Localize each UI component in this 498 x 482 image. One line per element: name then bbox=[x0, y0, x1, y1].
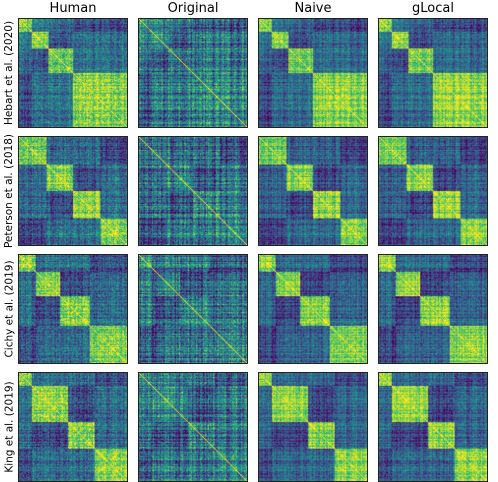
rsm-panel-4-2 bbox=[138, 372, 248, 482]
rsm-panel-2-4 bbox=[378, 136, 488, 246]
rsm-panel-1-3 bbox=[258, 18, 368, 128]
rsm-panel-3-1 bbox=[18, 254, 128, 364]
rsm-heatmap bbox=[19, 255, 127, 363]
column-title-human: Human bbox=[49, 1, 97, 16]
rsm-heatmap bbox=[259, 255, 367, 363]
rsm-heatmap bbox=[19, 19, 127, 127]
column-title-naive: Naive bbox=[294, 1, 332, 16]
row-label-cichy: Cichy et al. (2019) bbox=[3, 260, 16, 358]
rsm-panel-3-4 bbox=[378, 254, 488, 364]
rsm-panel-3-3 bbox=[258, 254, 368, 364]
rsm-heatmap bbox=[379, 19, 487, 127]
rsm-heatmap bbox=[379, 137, 487, 245]
column-title-original: Original bbox=[167, 1, 219, 16]
rsm-panel-2-2 bbox=[138, 136, 248, 246]
rsm-heatmap bbox=[259, 373, 367, 481]
rsm-heatmap bbox=[19, 137, 127, 245]
rsm-panel-4-4 bbox=[378, 372, 488, 482]
rsm-heatmap bbox=[259, 137, 367, 245]
rsm-panel-1-4 bbox=[378, 18, 488, 128]
rsm-panel-4-3 bbox=[258, 372, 368, 482]
rsm-panel-3-2 bbox=[138, 254, 248, 364]
rsm-panel-4-1 bbox=[18, 372, 128, 482]
rsm-heatmap bbox=[19, 373, 127, 481]
rsm-heatmap bbox=[379, 255, 487, 363]
rsm-panel-2-1 bbox=[18, 136, 128, 246]
row-label-king: King et al. (2019) bbox=[3, 381, 16, 473]
rsm-heatmap bbox=[139, 19, 247, 127]
row-label-peterson: Peterson et al. (2018) bbox=[3, 133, 16, 249]
rsm-heatmap bbox=[379, 373, 487, 481]
rsm-heatmap bbox=[139, 137, 247, 245]
rsm-panel-1-2 bbox=[138, 18, 248, 128]
row-label-hebart: Hebart et al. (2020) bbox=[3, 20, 16, 126]
rsm-panel-2-3 bbox=[258, 136, 368, 246]
rsm-heatmap bbox=[259, 19, 367, 127]
rsm-heatmap bbox=[139, 255, 247, 363]
column-title-glocal: gLocal bbox=[412, 1, 454, 16]
rsm-panel-1-1 bbox=[18, 18, 128, 128]
rsm-heatmap bbox=[139, 373, 247, 481]
